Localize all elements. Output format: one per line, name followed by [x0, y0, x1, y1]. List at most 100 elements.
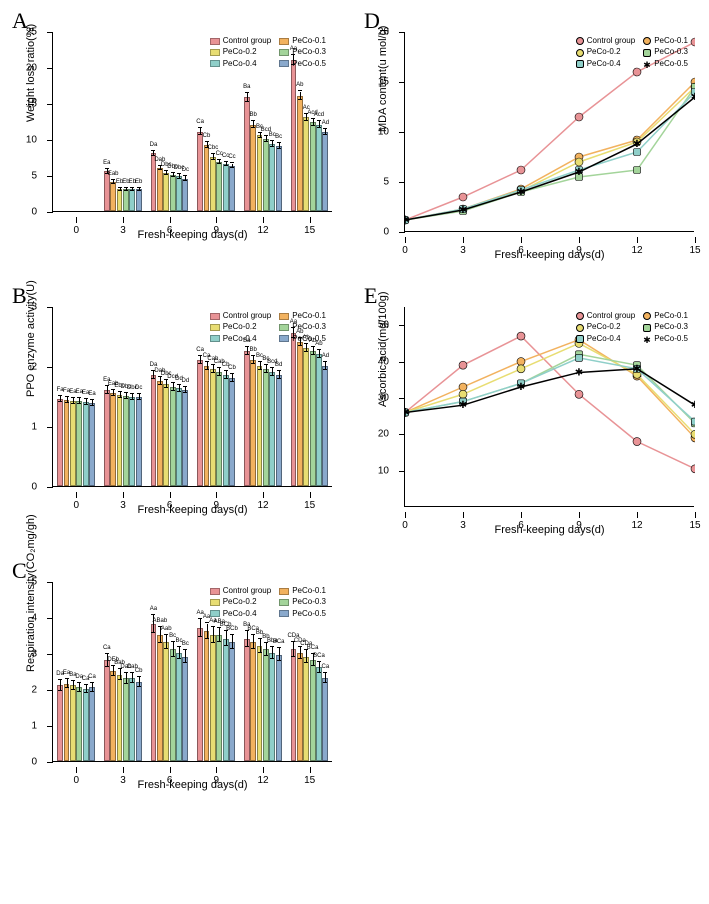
bar-annotation: Bc — [182, 641, 189, 647]
legend-item: PeCo-0.2 — [210, 47, 271, 57]
bar — [182, 390, 188, 486]
legend-label: PeCo-0.3 — [292, 597, 326, 607]
bar-annotation: Ea — [88, 391, 95, 397]
bar — [229, 378, 235, 486]
legend-label: PeCo-0.1 — [654, 36, 688, 46]
bar — [117, 675, 123, 761]
bar — [163, 173, 169, 211]
bar — [263, 139, 269, 211]
bar-annotation: Ea — [103, 160, 110, 166]
bar-annotation: BCa — [307, 645, 319, 651]
bar-annotation: Cb — [135, 668, 143, 674]
bar — [216, 372, 222, 486]
bar — [316, 125, 322, 211]
legend-label: PeCo-0.1 — [292, 586, 326, 596]
series-marker-star: ✱ — [575, 167, 583, 178]
legend-label: PeCo-0.3 — [654, 322, 688, 332]
legend-item: Control group — [210, 36, 271, 46]
legend-label: PeCo-0.4 — [587, 334, 621, 344]
bar — [322, 366, 328, 486]
x-tick-label: 12 — [257, 775, 268, 786]
bar — [170, 387, 176, 486]
bar — [291, 333, 297, 486]
legend-swatch — [279, 60, 289, 67]
bar-annotation: Dc — [135, 385, 142, 391]
y-tick-label: 1 — [31, 422, 37, 433]
legend: Control groupPeCo-0.1PeCo-0.2PeCo-0.3PeC… — [576, 311, 688, 344]
y-axis-label: MDA content(u mol/g) — [377, 25, 389, 131]
bar-annotation: BCa — [313, 653, 325, 659]
bar — [223, 375, 229, 486]
bar — [64, 684, 70, 761]
bar — [297, 96, 303, 211]
legend-marker — [643, 324, 651, 332]
bar — [223, 164, 229, 211]
series-marker-star: ✱ — [517, 382, 525, 393]
legend-label: Control group — [223, 311, 271, 321]
series-marker — [459, 390, 467, 398]
legend-label: PeCo-0.4 — [587, 59, 621, 69]
legend-label: PeCo-0.5 — [292, 59, 326, 69]
bar — [310, 660, 316, 761]
legend-marker: ✱ — [643, 60, 651, 68]
legend-swatch — [279, 38, 289, 45]
bar — [204, 145, 210, 211]
bar — [204, 631, 210, 761]
legend-item: PeCo-0.1 — [643, 36, 688, 46]
bar-annotation: Bd — [275, 362, 282, 368]
bar-annotation: Ab — [296, 82, 303, 88]
bar — [276, 146, 282, 211]
x-tick-label: 15 — [689, 245, 700, 256]
bar — [76, 687, 82, 761]
legend-marker — [576, 312, 584, 320]
bar-annotation: Bb — [250, 112, 257, 118]
legend-label: PeCo-0.2 — [223, 47, 257, 57]
legend-item: PeCo-0.2 — [576, 322, 635, 332]
bar — [210, 157, 216, 211]
legend-label: PeCo-0.4 — [223, 609, 257, 619]
series-marker-star: ✱ — [459, 400, 467, 411]
bar — [297, 342, 303, 486]
bar — [76, 401, 82, 486]
legend-label: PeCo-0.2 — [587, 47, 621, 57]
bar — [257, 366, 263, 486]
bar — [110, 671, 116, 761]
bar-annotation: Dd — [182, 378, 190, 384]
panel-C: C01234503691215Respiration intensity(CO₂… — [10, 560, 347, 800]
bar — [129, 189, 135, 211]
series-marker — [576, 354, 583, 361]
panel-A: A051015202503691215Weight loss ratio(%)F… — [10, 10, 347, 250]
y-tick-label: 5 — [383, 177, 389, 188]
series-marker — [575, 390, 583, 398]
bar — [216, 162, 222, 211]
y-tick-label: 0 — [31, 207, 37, 218]
x-axis-label: Fresh-keeping days(d) — [494, 524, 604, 536]
bar — [316, 354, 322, 486]
bar-annotation: Ca — [322, 664, 330, 670]
legend-marker — [643, 312, 651, 320]
bar — [322, 132, 328, 211]
series-marker — [459, 383, 467, 391]
x-tick-label: 15 — [304, 225, 315, 236]
bar-annotation: Acd — [314, 112, 324, 118]
legend-swatch — [210, 588, 220, 595]
bar — [89, 403, 95, 486]
series-marker-star: ✱ — [691, 400, 695, 411]
series-marker — [459, 361, 467, 369]
bar — [117, 395, 123, 486]
legend-swatch — [279, 610, 289, 617]
legend-item: PeCo-0.2 — [210, 597, 271, 607]
series-marker — [691, 465, 695, 473]
legend-label: PeCo-0.4 — [223, 59, 257, 69]
legend-label: PeCo-0.1 — [292, 36, 326, 46]
bar — [303, 348, 309, 486]
series-marker-star: ✱ — [575, 367, 583, 378]
series-marker — [692, 418, 696, 425]
bar — [182, 657, 188, 761]
legend-item: Control group — [210, 311, 271, 321]
bar — [250, 125, 256, 211]
x-axis-label: Fresh-keeping days(d) — [494, 249, 604, 261]
legend-item: PeCo-0.5 — [279, 334, 326, 344]
legend-label: PeCo-0.3 — [292, 322, 326, 332]
bar — [310, 122, 316, 211]
